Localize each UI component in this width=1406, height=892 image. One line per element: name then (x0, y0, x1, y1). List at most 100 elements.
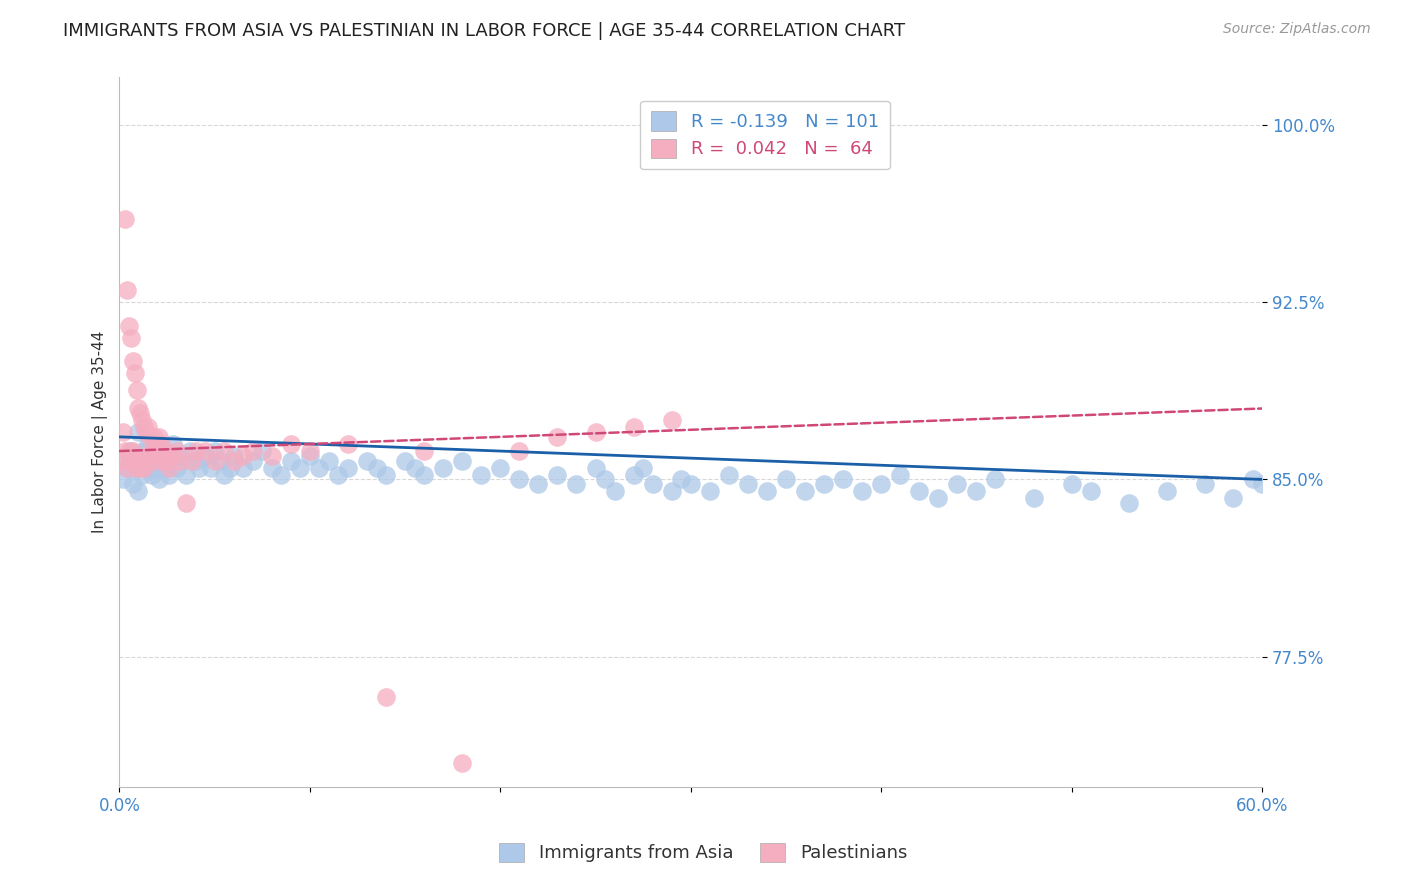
Point (120, 330, 142, 344)
Point (145, 460, 167, 475)
Point (174, 467, 197, 482)
Point (134, 444, 156, 458)
Point (150, 453, 173, 467)
Point (585, 460, 607, 475)
Point (451, 453, 474, 467)
Point (121, 444, 143, 458)
Point (984, 472, 1007, 486)
Point (120, 453, 142, 467)
Point (328, 467, 350, 482)
Point (112, 472, 135, 486)
Point (134, 420, 156, 434)
Point (156, 453, 179, 467)
Point (679, 477, 702, 491)
Point (127, 425, 149, 439)
Point (631, 460, 654, 475)
Point (242, 453, 264, 467)
Point (125, 383, 148, 397)
Point (142, 449, 165, 463)
Point (290, 460, 312, 475)
Point (118, 444, 141, 458)
Point (308, 460, 330, 475)
Point (139, 453, 162, 467)
Point (232, 460, 254, 475)
Point (160, 453, 183, 467)
Point (148, 472, 170, 486)
Point (593, 472, 616, 486)
Point (813, 477, 835, 491)
Point (153, 460, 176, 475)
Point (131, 467, 153, 482)
Point (508, 444, 530, 458)
Point (184, 453, 207, 467)
Point (298, 449, 321, 463)
Point (242, 444, 264, 458)
Point (121, 477, 143, 491)
Point (142, 453, 165, 467)
Point (366, 460, 388, 475)
Point (141, 444, 163, 458)
Point (336, 437, 359, 451)
Point (127, 453, 149, 467)
Point (755, 484, 778, 499)
Point (1194, 477, 1216, 491)
Point (157, 467, 180, 482)
Point (152, 453, 174, 467)
Point (641, 477, 664, 491)
Legend: R = -0.139   N = 101, R =  0.042   N =  64: R = -0.139 N = 101, R = 0.042 N = 64 (640, 101, 890, 169)
Point (603, 484, 626, 499)
Point (375, 690, 398, 704)
Point (527, 477, 550, 491)
Point (298, 444, 321, 458)
Point (794, 484, 817, 499)
Point (112, 425, 135, 439)
Point (404, 460, 426, 475)
Point (135, 460, 157, 475)
Point (280, 453, 302, 467)
Point (125, 460, 148, 475)
Point (623, 420, 645, 434)
Point (737, 477, 759, 491)
Point (136, 449, 159, 463)
Point (188, 460, 211, 475)
Point (222, 453, 245, 467)
Point (124, 449, 146, 463)
Point (717, 467, 740, 482)
Point (114, 212, 136, 227)
Point (260, 449, 283, 463)
Point (661, 413, 683, 427)
Point (1251, 477, 1274, 491)
Point (118, 453, 141, 467)
Point (209, 453, 232, 467)
Point (135, 453, 157, 467)
Point (204, 453, 226, 467)
Point (1080, 484, 1102, 499)
Point (152, 444, 174, 458)
Point (1241, 472, 1264, 486)
Point (671, 472, 693, 486)
Point (565, 477, 588, 491)
Point (179, 444, 201, 458)
Point (336, 460, 359, 475)
Point (965, 484, 987, 499)
Point (136, 420, 159, 434)
Point (172, 453, 194, 467)
Point (927, 491, 949, 506)
Point (212, 467, 235, 482)
Point (870, 477, 893, 491)
Point (180, 453, 202, 467)
Point (1022, 491, 1045, 506)
Point (375, 467, 398, 482)
Point (146, 444, 169, 458)
Point (118, 318, 141, 333)
Point (139, 430, 162, 444)
Point (135, 425, 157, 439)
Point (252, 444, 274, 458)
Legend: Immigrants from Asia, Palestinians: Immigrants from Asia, Palestinians (492, 836, 914, 870)
Point (318, 453, 340, 467)
Point (204, 444, 226, 458)
Y-axis label: In Labor Force | Age 35-44: In Labor Force | Age 35-44 (93, 331, 108, 533)
Text: Source: ZipAtlas.com: Source: ZipAtlas.com (1223, 22, 1371, 37)
Point (129, 460, 152, 475)
Point (413, 444, 436, 458)
